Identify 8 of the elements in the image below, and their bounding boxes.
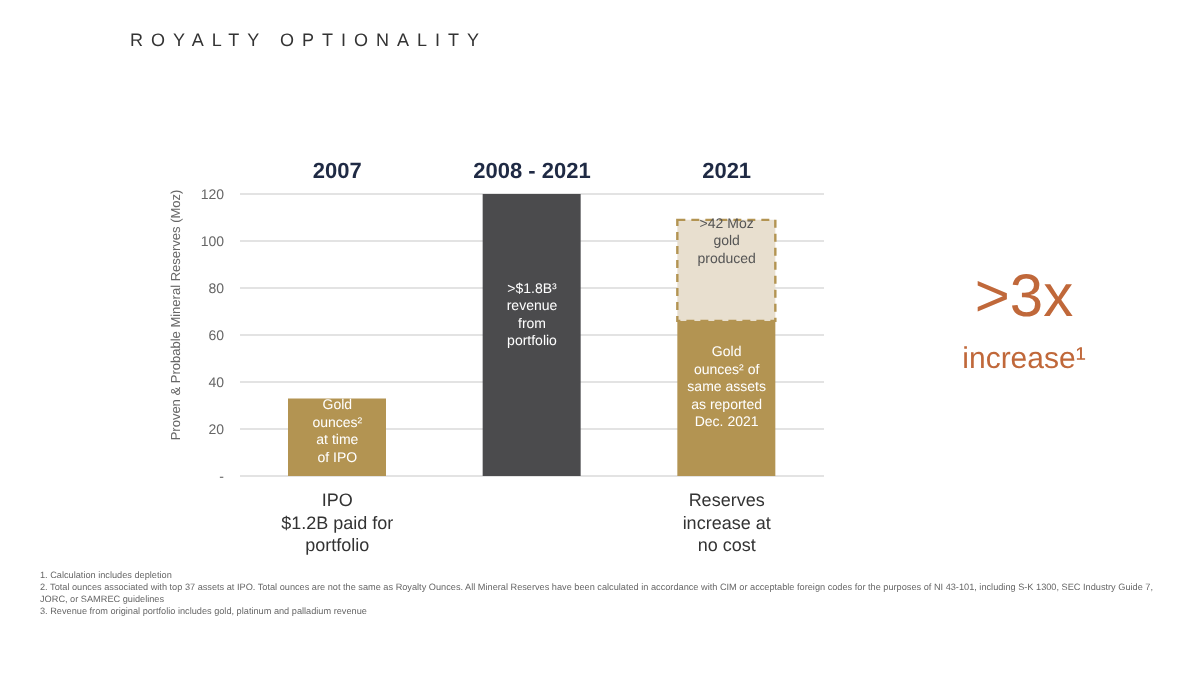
text: IPO $1.2B paid for portfolio — [281, 490, 394, 555]
chart-title: ROYALTY OPTIONALITY — [130, 30, 488, 50]
text: >3x increase¹ — [962, 264, 1086, 376]
x-tick-label: 2007 — [312, 160, 362, 184]
x-tick-label: 2008 - 2021 — [473, 160, 591, 184]
x-tick-label: 2021 — [702, 160, 752, 184]
text: Reserves increase at no cost — [682, 490, 772, 555]
bar — [482, 194, 581, 476]
